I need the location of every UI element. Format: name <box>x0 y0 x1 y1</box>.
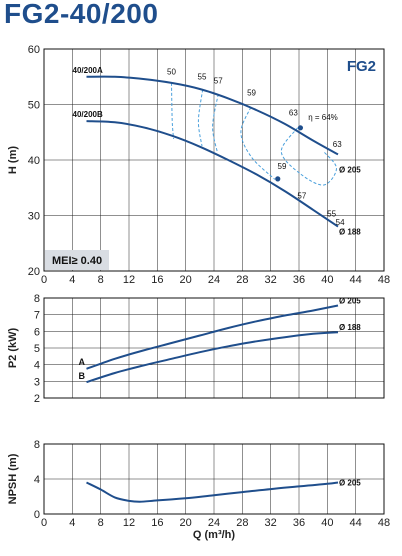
efficiency-label: 57 <box>297 191 306 200</box>
efficiency-label: 50 <box>167 68 176 77</box>
series-label-40-200a: 40/200A <box>73 66 103 75</box>
head-y-tick-label: 20 <box>28 266 40 278</box>
model-badge: FG2 <box>347 58 376 75</box>
power-impeller-label-a: Ø 205 <box>339 297 361 306</box>
npsh-x-tick-label: 0 <box>41 517 47 529</box>
efficiency-contour <box>280 127 338 186</box>
power-impeller-label-b: Ø 188 <box>339 323 361 332</box>
efficiency-point <box>275 176 281 182</box>
npsh-x-tick-label: 32 <box>265 517 277 529</box>
impeller-label-b: Ø 188 <box>339 228 361 237</box>
efficiency-label: 63 <box>333 140 342 149</box>
power-curve-a <box>86 304 339 370</box>
head-y-tick-label: 60 <box>28 44 40 56</box>
efficiency-label: 54 <box>336 218 345 227</box>
head-x-tick-label: 44 <box>350 274 362 286</box>
head-x-tick-label: 28 <box>236 274 248 286</box>
power-series-label-a: A <box>79 357 86 367</box>
efficiency-contour <box>212 93 219 153</box>
npsh-x-tick-label: 36 <box>293 517 305 529</box>
power-y-tick-label: 7 <box>34 310 40 322</box>
npsh-y-tick-label: 0 <box>34 509 40 521</box>
efficiency-label: 63 <box>289 109 298 118</box>
npsh-y-axis-label: NPSH (m) <box>7 453 19 504</box>
power-series-label-b: B <box>79 371 86 381</box>
power-y-tick-label: 4 <box>34 360 40 372</box>
head-y-tick-label: 50 <box>28 100 40 112</box>
efficiency-contour <box>197 89 204 147</box>
head-x-tick-label: 36 <box>293 274 305 286</box>
head-x-tick-label: 48 <box>378 274 390 286</box>
chart-title: FG2-40/200 <box>4 0 159 29</box>
efficiency-max-label: η = 64% <box>308 113 338 122</box>
efficiency-contour <box>171 82 175 139</box>
npsh-y-tick-label: 4 <box>34 474 40 486</box>
npsh-x-tick-label: 48 <box>378 517 390 529</box>
head-x-tick-label: 32 <box>265 274 277 286</box>
head-x-tick-label: 0 <box>41 274 47 286</box>
npsh-x-tick-label: 12 <box>123 517 135 529</box>
head-x-tick-label: 16 <box>151 274 163 286</box>
head-curve-40-200a <box>86 75 339 156</box>
head-y-tick-label: 30 <box>28 211 40 223</box>
npsh-impeller-label: Ø 205 <box>339 479 361 488</box>
npsh-x-tick-label: 28 <box>236 517 248 529</box>
npsh-x-tick-label: 4 <box>69 517 75 529</box>
npsh-x-tick-label: 40 <box>321 517 333 529</box>
npsh-x-tick-label: 16 <box>151 517 163 529</box>
power-y-tick-label: 3 <box>34 376 40 388</box>
efficiency-label: 55 <box>198 73 207 82</box>
power-y-tick-label: 8 <box>34 293 40 305</box>
efficiency-label: 59 <box>247 89 256 98</box>
head-x-tick-label: 24 <box>208 274 220 286</box>
head-x-tick-label: 4 <box>69 274 75 286</box>
efficiency-label: 57 <box>214 76 223 85</box>
npsh-x-tick-label: 44 <box>350 517 362 529</box>
mei-box <box>45 250 109 270</box>
npsh-x-axis-label: Q (m³/h) <box>193 529 235 541</box>
head-y-axis-label: H (m) <box>7 146 19 174</box>
head-curve-40-200b <box>86 120 339 228</box>
power-y-tick-label: 2 <box>34 393 40 405</box>
head-frame <box>43 48 385 272</box>
head-x-tick-label: 12 <box>123 274 135 286</box>
head-x-tick-label: 40 <box>321 274 333 286</box>
npsh-x-tick-label: 8 <box>98 517 104 529</box>
power-frame <box>43 297 385 399</box>
npsh-x-tick-label: 24 <box>208 517 220 529</box>
power-y-tick-label: 6 <box>34 326 40 338</box>
efficiency-point <box>297 125 304 131</box>
head-x-tick-label: 20 <box>180 274 192 286</box>
power-y-axis-label: P2 (kW) <box>7 327 19 368</box>
efficiency-label: 59 <box>278 162 287 171</box>
head-y-tick-label: 40 <box>28 155 40 167</box>
impeller-label-a: Ø 205 <box>339 165 361 174</box>
series-label-40-200b: 40/200B <box>73 110 103 119</box>
npsh-curve <box>86 481 339 503</box>
efficiency-label: 55 <box>327 210 336 219</box>
head-x-tick-label: 8 <box>98 274 104 286</box>
power-y-tick-label: 5 <box>34 343 40 355</box>
efficiency-contour <box>240 107 276 180</box>
mei-label: MEI≥ 0.40 <box>52 255 102 267</box>
power-curve-b <box>86 331 339 384</box>
npsh-y-tick-label: 8 <box>34 439 40 451</box>
npsh-frame <box>43 443 385 515</box>
npsh-x-tick-label: 20 <box>180 517 192 529</box>
